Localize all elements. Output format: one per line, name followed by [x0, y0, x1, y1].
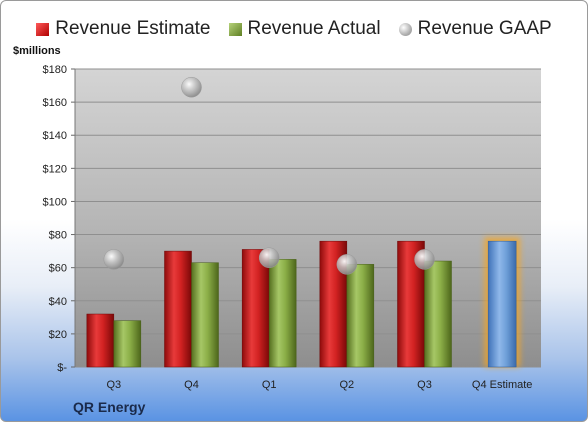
marker-revenue-gaap	[181, 76, 202, 98]
legend-swatch-gaap	[398, 22, 412, 36]
legend-swatch-estimate	[36, 22, 50, 36]
legend-item-gaap: Revenue GAAP	[398, 18, 552, 40]
y-tick-label: $100	[43, 196, 67, 208]
legend-swatch-actual	[228, 22, 242, 36]
y-tick-label: $160	[43, 97, 67, 109]
x-tick-label: Q4	[184, 379, 199, 391]
legend-label-gaap: Revenue GAAP	[417, 18, 552, 39]
marker-revenue-gaap	[414, 249, 435, 270]
bar-revenue-forecast	[487, 240, 517, 368]
x-tick-label: Q1	[262, 379, 277, 391]
x-tick-label: Q3	[417, 379, 432, 391]
x-tick-label: Q3	[106, 379, 121, 391]
legend-label-actual: Revenue Actual	[247, 18, 381, 39]
plot-area-background	[75, 69, 541, 367]
y-tick-label: $20	[49, 329, 67, 341]
bar-revenue-actual	[191, 262, 219, 368]
bar-revenue-estimate	[86, 313, 115, 368]
marker-revenue-gaap	[336, 254, 358, 275]
x-tick-label: Q4 Estimate	[472, 379, 533, 391]
legend-item-actual: Revenue Actual	[228, 18, 381, 40]
legend-label-estimate: Revenue Estimate	[55, 18, 211, 39]
y-tick-label: $40	[49, 296, 67, 308]
y-tick-label: $140	[43, 130, 67, 142]
bar-revenue-actual	[268, 259, 297, 368]
y-tick-label: $60	[49, 263, 67, 275]
bar-revenue-estimate	[164, 250, 192, 368]
y-axis-units-label: $millions	[13, 45, 61, 57]
x-tick-label: Q2	[339, 379, 354, 391]
bar-revenue-actual	[113, 320, 142, 368]
company-name: QR Energy	[73, 399, 146, 415]
bar-revenue-estimate	[241, 249, 270, 368]
y-tick-label: $-	[57, 362, 67, 374]
marker-revenue-gaap	[103, 249, 125, 270]
y-tick-label: $120	[43, 163, 67, 175]
bar-revenue-actual	[346, 264, 375, 368]
y-tick-label: $180	[43, 64, 67, 76]
bar-revenue-actual	[424, 260, 452, 368]
marker-revenue-gaap	[258, 247, 280, 268]
y-tick-label: $80	[49, 230, 67, 242]
legend-item-estimate: Revenue Estimate	[36, 18, 211, 40]
chart-legend: Revenue Estimate Revenue Actual Revenue …	[1, 15, 587, 43]
